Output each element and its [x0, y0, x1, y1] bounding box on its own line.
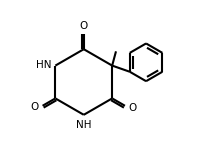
Text: HN: HN: [36, 60, 51, 70]
Text: O: O: [31, 102, 39, 112]
Text: O: O: [128, 103, 136, 113]
Text: NH: NH: [76, 120, 92, 130]
Text: O: O: [80, 21, 88, 31]
